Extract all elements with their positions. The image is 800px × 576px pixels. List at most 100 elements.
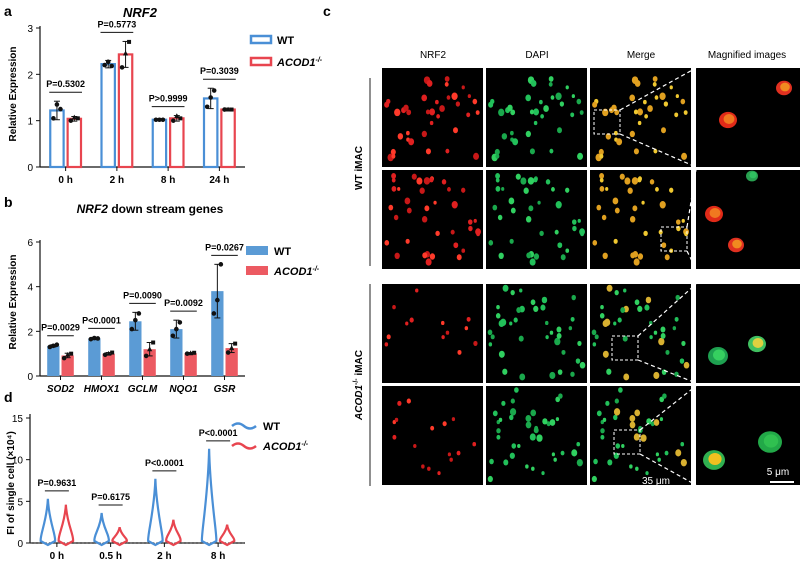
data-point	[178, 116, 183, 121]
data-point	[136, 311, 142, 316]
p-value-label: P=0.5302	[46, 79, 85, 89]
cell-nucleus	[444, 76, 450, 82]
cell-nucleus	[645, 296, 652, 304]
magnified-cell-core	[708, 452, 722, 466]
cell-nucleus	[403, 104, 409, 112]
cell-nucleus	[615, 443, 621, 449]
cell-nucleus	[429, 108, 436, 116]
cell-nucleus	[447, 452, 452, 457]
cell-nucleus	[631, 177, 639, 185]
data-point	[211, 88, 217, 93]
micrograph-tile	[486, 170, 587, 269]
bar-acod1	[225, 348, 238, 376]
cell-nucleus	[664, 450, 669, 456]
cell-nucleus	[543, 105, 549, 112]
data-point	[184, 351, 190, 356]
legend-wt-label-d: WT	[263, 421, 280, 433]
y-tick-label: 6	[27, 238, 33, 249]
cell-nucleus	[494, 148, 500, 156]
cell-nucleus	[637, 177, 642, 183]
cell-nucleus	[406, 109, 412, 116]
data-point	[88, 336, 94, 342]
cell-nucleus	[450, 229, 455, 235]
cell-nucleus	[472, 98, 478, 105]
cell-nucleus	[523, 187, 529, 194]
cell-nucleus	[439, 105, 445, 112]
cell-nucleus	[455, 101, 461, 107]
data-point	[95, 336, 101, 341]
cell-nucleus	[498, 108, 505, 117]
data-point	[47, 344, 53, 350]
cell-nucleus	[526, 252, 532, 259]
legend-wt-swatch-b	[246, 246, 268, 255]
cell-nucleus	[429, 253, 436, 260]
cell-nucleus	[622, 335, 628, 342]
cell-nucleus	[556, 326, 562, 333]
cell-nucleus	[649, 335, 653, 340]
micrograph-tile	[382, 386, 483, 485]
zoom-line	[639, 453, 697, 486]
magnified-cell-core	[723, 114, 735, 124]
cell-nucleus	[437, 471, 441, 476]
cell-nucleus	[641, 200, 645, 205]
cell-nucleus	[660, 326, 666, 333]
cell-nucleus	[530, 79, 537, 87]
y-tick-label: 10	[12, 456, 24, 467]
data-point	[133, 317, 138, 323]
y-tick-label: 0	[27, 372, 33, 383]
y-tick-label: 5	[17, 497, 23, 508]
data-point	[225, 350, 231, 355]
zoom-region-box	[593, 109, 621, 135]
cell-nucleus	[421, 94, 428, 102]
cell-nucleus	[411, 173, 417, 180]
cell-nucleus	[442, 421, 447, 427]
cell-nucleus	[561, 349, 566, 355]
cell-nucleus	[652, 76, 658, 82]
cell-nucleus	[541, 296, 548, 304]
cell-nucleus	[613, 408, 621, 416]
cell-nucleus	[549, 148, 554, 154]
x-tick-label: 0.5 h	[99, 551, 122, 562]
cell-nucleus	[416, 177, 423, 185]
cell-nucleus	[429, 120, 434, 126]
cell-nucleus	[496, 304, 500, 310]
cell-nucleus	[551, 187, 555, 192]
cell-nucleus	[423, 177, 431, 185]
cell-nucleus	[605, 400, 610, 406]
cell-nucleus	[525, 216, 532, 223]
cell-nucleus	[397, 133, 404, 140]
cell-nucleus	[675, 449, 682, 457]
p-value-label: P=0.0090	[123, 290, 162, 300]
cell-nucleus	[424, 205, 430, 212]
cell-nucleus	[409, 317, 414, 323]
cell-nucleus	[576, 98, 582, 105]
cell-nucleus	[659, 417, 664, 422]
bar-acod1	[66, 117, 83, 169]
cell-nucleus	[391, 172, 397, 179]
x-tick-label: 8 h	[211, 551, 225, 562]
cell-nucleus	[539, 230, 544, 237]
y-tick-label: 4	[27, 283, 33, 294]
cell-nucleus	[533, 305, 539, 313]
cell-nucleus	[650, 421, 655, 427]
cell-nucleus	[441, 320, 445, 326]
x-tick-label: HMOX1	[84, 384, 120, 395]
data-point	[102, 352, 108, 358]
cell-nucleus	[500, 318, 507, 327]
zoom-region-box	[611, 335, 639, 361]
cell-nucleus	[473, 218, 477, 223]
cell-nucleus	[599, 177, 604, 183]
cell-nucleus	[391, 177, 396, 183]
panel-b-legend: WT ACOD1-/-	[246, 246, 320, 278]
cell-nucleus	[612, 197, 619, 205]
data-point	[174, 326, 179, 332]
cell-nucleus	[394, 108, 401, 117]
cell-nucleus	[495, 313, 501, 319]
cell-nucleus	[571, 94, 575, 99]
magnified-cell-core	[709, 208, 721, 218]
cell-nucleus	[591, 329, 597, 336]
cell-nucleus	[611, 104, 617, 112]
cell-nucleus	[627, 187, 633, 194]
cell-nucleus	[669, 85, 673, 90]
